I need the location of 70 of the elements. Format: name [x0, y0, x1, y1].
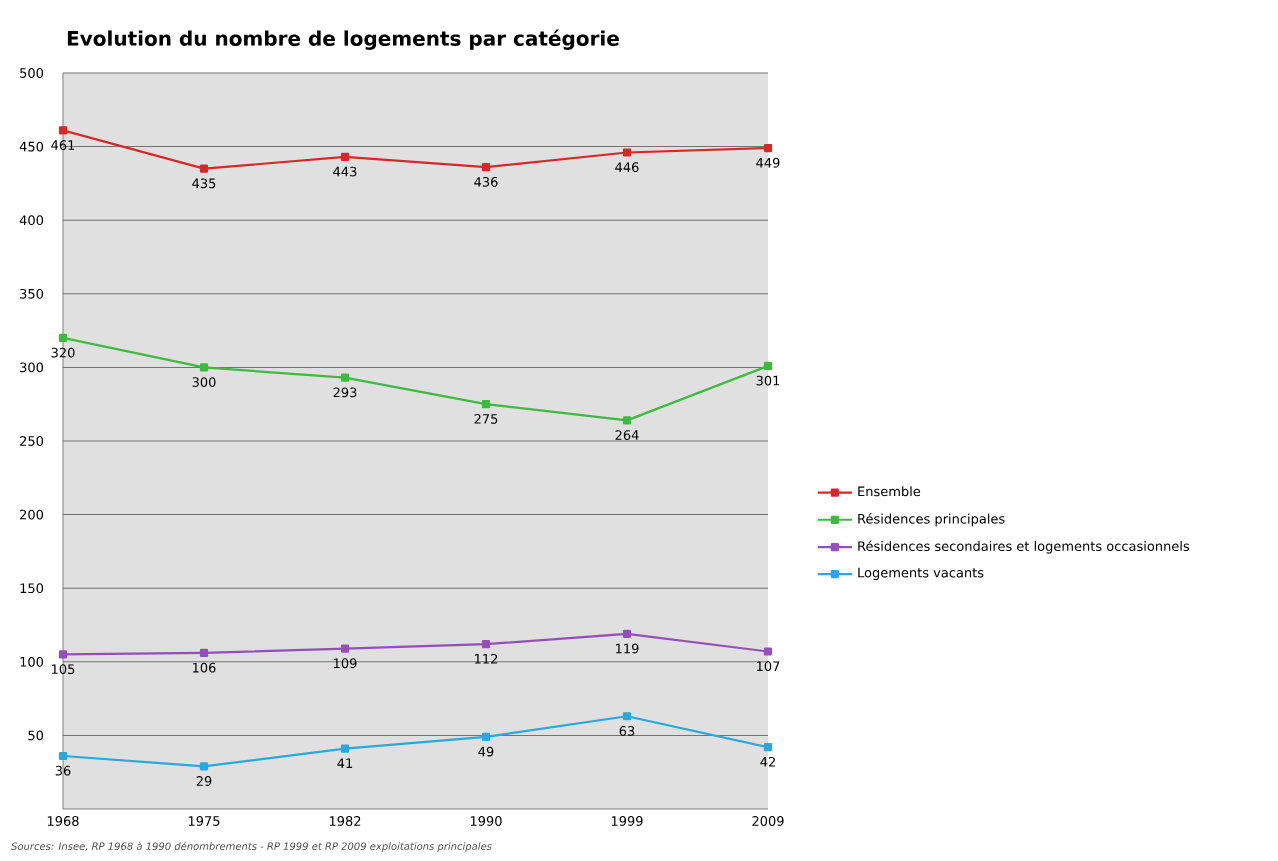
point: [340, 744, 350, 753]
point: [340, 152, 350, 161]
point: [340, 373, 350, 382]
data-label: 29: [196, 776, 212, 786]
y-tick-label: 450: [19, 141, 44, 152]
point: [58, 126, 68, 135]
point: [481, 640, 491, 649]
data-label: 436: [474, 176, 498, 187]
data-label: 119: [616, 643, 639, 654]
y-tick-label: 400: [19, 215, 44, 226]
point: [340, 644, 350, 653]
point: [481, 732, 491, 741]
data-label: 264: [615, 430, 639, 440]
data-label: 449: [756, 157, 780, 168]
data-label: 49: [478, 746, 494, 757]
data-label: 42: [760, 756, 775, 767]
data-label: 443: [333, 166, 357, 177]
data-label: 105: [52, 664, 75, 675]
point: [199, 363, 209, 372]
data-label: 107: [757, 661, 780, 672]
point: [622, 712, 632, 721]
data-label: 461: [51, 140, 75, 150]
source-note: Sources: Insee, RP 1968 à 1990 dénombrements - RP 1999 et RP 2009 exploitations principales: [11, 841, 492, 852]
y-tick-label: 300: [20, 362, 44, 373]
point: [199, 164, 209, 173]
y-tick-label: 50: [28, 730, 44, 741]
point: [622, 629, 632, 638]
y-tick-label: 500: [20, 68, 44, 78]
data-label: 63: [619, 726, 635, 736]
data-label: 109: [334, 658, 357, 669]
point: [58, 333, 68, 343]
y-tick-label: 100: [20, 656, 44, 667]
x-tick-label: 1999: [611, 816, 643, 826]
point: [481, 163, 491, 172]
x-tick-label: 1990: [470, 816, 502, 826]
data-label: 112: [475, 653, 498, 664]
data-label: 36: [55, 765, 71, 776]
data-label: 106: [193, 662, 216, 673]
data-label: 41: [337, 758, 353, 768]
legend-label: Résidences secondaires et logements occasionnels: [858, 540, 1190, 554]
point: [763, 647, 773, 656]
point: [481, 400, 491, 409]
point: [58, 751, 68, 761]
x-tick-label: 1982: [329, 816, 361, 826]
legend-label: Ensemble: [858, 486, 921, 497]
data-label: 300: [192, 377, 216, 387]
data-label: 293: [333, 387, 357, 398]
point: [763, 143, 773, 153]
x-tick-label: 1968: [47, 816, 79, 826]
y-tick-label: 200: [20, 509, 44, 520]
data-label: 435: [192, 178, 216, 189]
y-tick-label: 250: [20, 436, 44, 446]
chart-title: Evolution du nombre de logements par catégorie: [67, 29, 619, 50]
point: [199, 762, 209, 771]
point: [622, 416, 632, 425]
point: [622, 148, 632, 157]
y-tick-label: 150: [20, 583, 44, 594]
legend-label: Résidences principales: [858, 513, 1005, 527]
point: [763, 743, 773, 752]
point: [763, 361, 773, 371]
x-tick-label: 1975: [188, 816, 220, 826]
point: [58, 650, 68, 659]
data-label: 446: [615, 162, 639, 173]
data-label: 275: [474, 413, 498, 424]
legend-label: Logements vacants: [858, 567, 984, 581]
x-tick-label: 2009: [752, 816, 784, 826]
data-label: 320: [51, 347, 75, 358]
y-tick-label: 350: [20, 288, 44, 299]
data-label: 301: [756, 375, 780, 386]
point: [199, 648, 209, 658]
